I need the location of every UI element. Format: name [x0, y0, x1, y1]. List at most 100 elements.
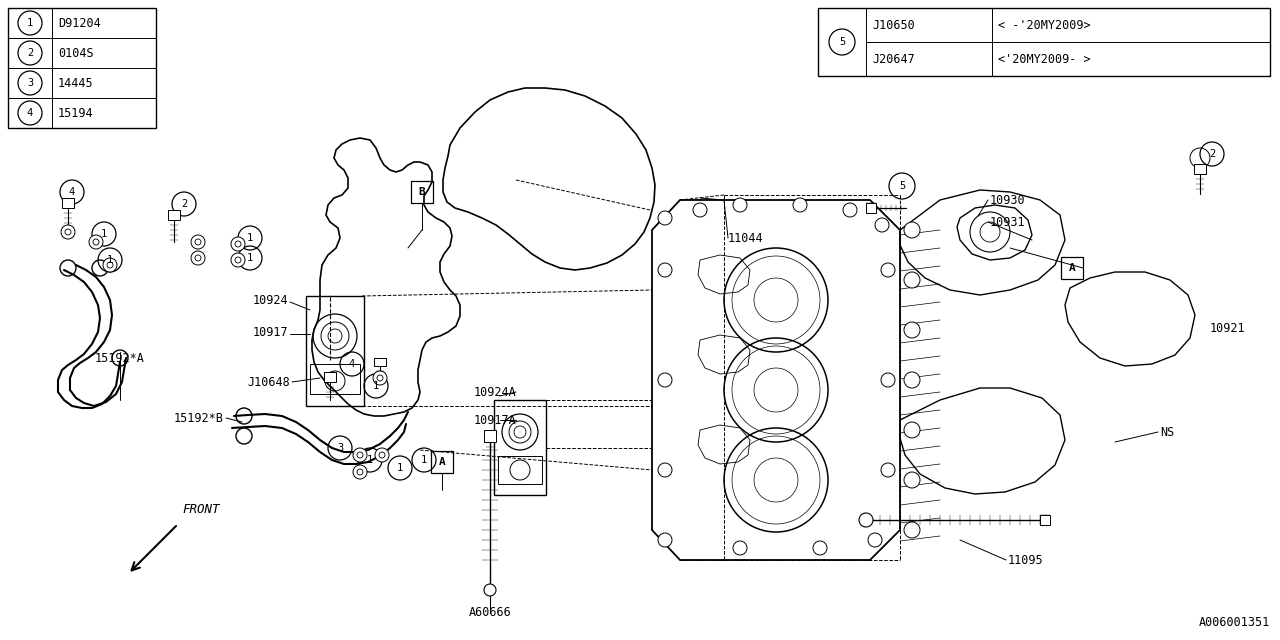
Circle shape [372, 371, 387, 385]
Circle shape [658, 533, 672, 547]
Bar [61, 198, 74, 208]
Bar [1061, 257, 1083, 279]
Text: 14445: 14445 [58, 77, 93, 90]
Text: A60666: A60666 [468, 607, 512, 620]
Circle shape [904, 372, 920, 388]
Circle shape [844, 203, 858, 217]
Text: 4: 4 [349, 359, 355, 369]
Bar [498, 456, 541, 484]
Text: A: A [1069, 263, 1075, 273]
Circle shape [813, 541, 827, 555]
Text: 1: 1 [247, 233, 253, 243]
Bar [8, 8, 156, 128]
Text: 0104S: 0104S [58, 47, 93, 60]
Circle shape [881, 263, 895, 277]
Bar [1039, 515, 1050, 525]
Text: 15192*B: 15192*B [174, 412, 224, 424]
Circle shape [375, 448, 389, 462]
Text: 1: 1 [247, 253, 253, 263]
Text: 1: 1 [397, 463, 403, 473]
Bar [310, 364, 360, 394]
Bar [431, 451, 453, 473]
Text: < -'20MY2009>: < -'20MY2009> [998, 19, 1091, 31]
Circle shape [859, 513, 873, 527]
Text: 5: 5 [838, 37, 845, 47]
Circle shape [904, 272, 920, 288]
Text: 10917A: 10917A [474, 413, 516, 426]
Text: 10921: 10921 [1210, 321, 1245, 335]
Text: 1: 1 [27, 18, 33, 28]
Bar [374, 358, 387, 366]
Text: 1: 1 [101, 229, 108, 239]
Circle shape [904, 522, 920, 538]
Circle shape [357, 452, 364, 458]
Text: 11044: 11044 [728, 232, 764, 244]
Circle shape [379, 452, 385, 458]
Text: 1: 1 [106, 255, 113, 265]
Text: 10917: 10917 [252, 326, 288, 339]
Circle shape [692, 203, 707, 217]
Circle shape [904, 472, 920, 488]
Text: 5: 5 [899, 181, 905, 191]
Circle shape [733, 541, 748, 555]
Text: 2: 2 [1208, 149, 1215, 159]
Circle shape [904, 222, 920, 238]
Text: 1: 1 [372, 381, 379, 391]
Circle shape [236, 241, 241, 247]
Circle shape [733, 198, 748, 212]
Text: 10924A: 10924A [474, 385, 516, 399]
Text: NS: NS [1160, 426, 1174, 438]
Text: J10648: J10648 [247, 376, 291, 388]
Text: 15194: 15194 [58, 106, 93, 120]
Text: 3: 3 [27, 78, 33, 88]
Text: 11095: 11095 [1009, 554, 1043, 566]
Circle shape [236, 257, 241, 263]
Circle shape [102, 258, 116, 272]
Bar [1194, 164, 1206, 174]
Circle shape [658, 463, 672, 477]
Circle shape [658, 211, 672, 225]
Text: 4: 4 [69, 187, 76, 197]
Text: 2: 2 [27, 48, 33, 58]
Text: 4: 4 [27, 108, 33, 118]
Bar [867, 203, 876, 213]
Text: 1: 1 [367, 455, 374, 465]
Circle shape [484, 584, 497, 596]
Circle shape [108, 262, 113, 268]
Text: FRONT: FRONT [182, 503, 219, 516]
Text: 10931: 10931 [989, 216, 1025, 228]
Circle shape [353, 465, 367, 479]
Circle shape [353, 448, 367, 462]
Circle shape [191, 251, 205, 265]
Text: <'20MY2009- >: <'20MY2009- > [998, 52, 1091, 65]
Circle shape [904, 422, 920, 438]
Bar [324, 372, 337, 382]
Circle shape [378, 375, 383, 381]
Circle shape [881, 463, 895, 477]
Bar [306, 296, 364, 406]
Circle shape [191, 235, 205, 249]
Circle shape [904, 322, 920, 338]
Circle shape [658, 263, 672, 277]
Text: A: A [439, 457, 445, 467]
Text: B: B [419, 187, 425, 197]
Bar [494, 400, 547, 495]
Circle shape [61, 225, 76, 239]
Circle shape [881, 373, 895, 387]
Circle shape [93, 239, 99, 245]
Circle shape [658, 373, 672, 387]
Bar [818, 8, 1270, 76]
Text: 1: 1 [421, 455, 428, 465]
Text: J10650: J10650 [872, 19, 915, 31]
Text: D91204: D91204 [58, 17, 101, 29]
Text: J20647: J20647 [872, 52, 915, 65]
Text: 15192*A: 15192*A [95, 351, 145, 365]
Text: A006001351: A006001351 [1199, 616, 1270, 628]
Circle shape [868, 533, 882, 547]
Circle shape [876, 218, 890, 232]
Circle shape [195, 239, 201, 245]
Text: 3: 3 [337, 443, 343, 453]
Circle shape [230, 253, 244, 267]
Bar [168, 210, 180, 220]
Circle shape [794, 198, 806, 212]
